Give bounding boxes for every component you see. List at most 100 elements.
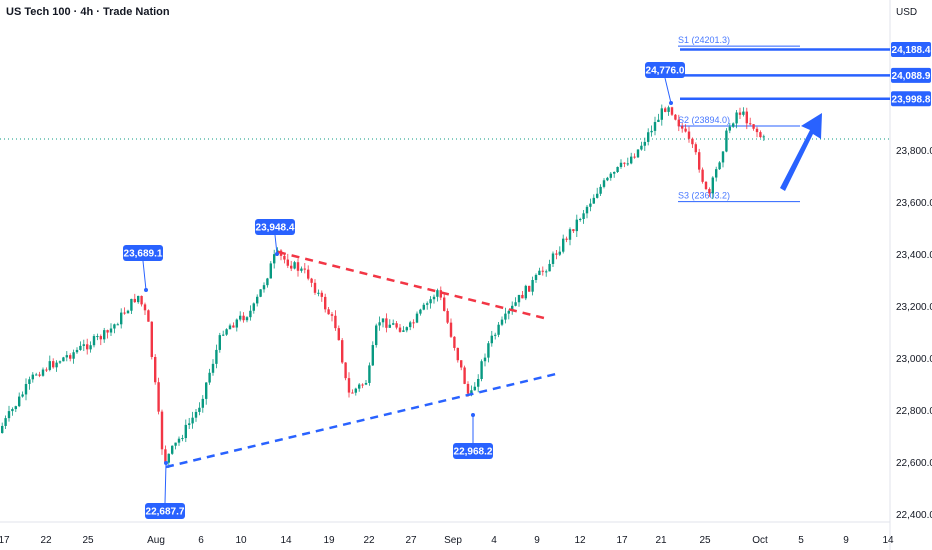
candle [582,209,585,224]
x-tick-label: 5 [798,535,804,546]
candle [745,107,748,130]
candle [718,161,721,171]
candle [562,234,565,254]
candle [392,319,395,326]
projection-arrow-shape [780,113,822,191]
candle [742,107,745,117]
candle [579,217,582,222]
candle [28,376,31,390]
candle [150,321,153,360]
candle [494,332,497,340]
candle [640,141,643,151]
candle [14,405,17,413]
price-axis-tag-label: 24,088.9 [892,71,931,82]
candle [412,319,415,329]
candle [198,402,201,416]
candle [317,289,320,297]
candle [657,113,660,123]
candle [514,297,517,307]
candle [378,316,381,331]
candle [143,302,147,316]
candle [157,377,160,415]
pivot-label: S3 (23603.2) [678,191,730,201]
candle [171,445,174,455]
candle [630,152,633,165]
candle [456,347,459,363]
candle [398,323,402,333]
pivot-label: S1 (24201.3) [678,35,730,45]
candle [619,159,623,169]
candle [728,122,731,134]
projection-arrow [780,113,822,191]
y-tick-label: 23,400.0 [896,250,932,261]
x-tick-label: 4 [491,535,497,546]
candle [344,362,347,381]
candle [596,187,599,199]
candle [310,277,313,288]
candle [738,107,742,119]
candle [262,282,266,293]
candle [636,149,640,159]
candle [511,301,514,315]
candle [120,308,123,329]
candle [279,249,283,261]
candle [215,344,218,369]
price-callout-low: 22,687.7 [145,461,185,519]
currency-label: USD [896,7,917,18]
candle [358,383,361,392]
candle [249,305,252,321]
candle [633,153,636,159]
price-axis-tag: 24,188.4 [891,42,931,58]
y-tick-label: 24,400.0 [896,0,932,1]
candle [517,294,521,307]
candle [555,250,558,260]
candle [443,292,446,312]
candle [307,265,310,281]
candle [487,340,490,363]
candle [453,336,456,351]
candle [684,124,687,133]
candle [422,302,425,311]
candle [415,311,419,324]
candle [269,261,272,279]
candle [759,130,762,139]
candle [667,105,670,116]
candle [626,157,629,166]
candle [334,310,337,331]
candle [446,308,449,324]
candle [381,318,385,328]
x-tick-label: 25 [699,535,711,546]
y-tick-label: 23,200.0 [896,302,932,313]
candle [602,178,606,189]
candle [409,320,412,331]
candle [609,172,612,181]
candle [551,251,555,267]
candle [643,137,646,151]
candle [113,323,116,334]
candle [704,181,708,191]
candle [347,372,351,398]
x-tick-label: Oct [752,535,768,546]
price-callouts: 23,689.1 23,948.4 24,776.0 22,687.7 22,968.2 [123,62,685,519]
candle [154,354,157,385]
candle [92,334,96,348]
candle [293,260,296,270]
candle [429,296,432,309]
candle [222,330,225,337]
candle [75,347,79,354]
candle [701,167,704,184]
price-axis-tag-label: 23,998.8 [892,94,931,105]
candle [235,318,238,332]
candle [426,301,429,310]
y-tick-label: 23,000.0 [896,354,932,365]
price-axis-tag: 24,088.9 [891,67,931,83]
candle [463,365,466,385]
y-tick-label: 23,600.0 [896,198,932,209]
candle [126,309,130,314]
candle [647,128,650,146]
candle [232,322,235,328]
candle [31,372,34,383]
candle [177,436,181,446]
candle [259,289,262,298]
